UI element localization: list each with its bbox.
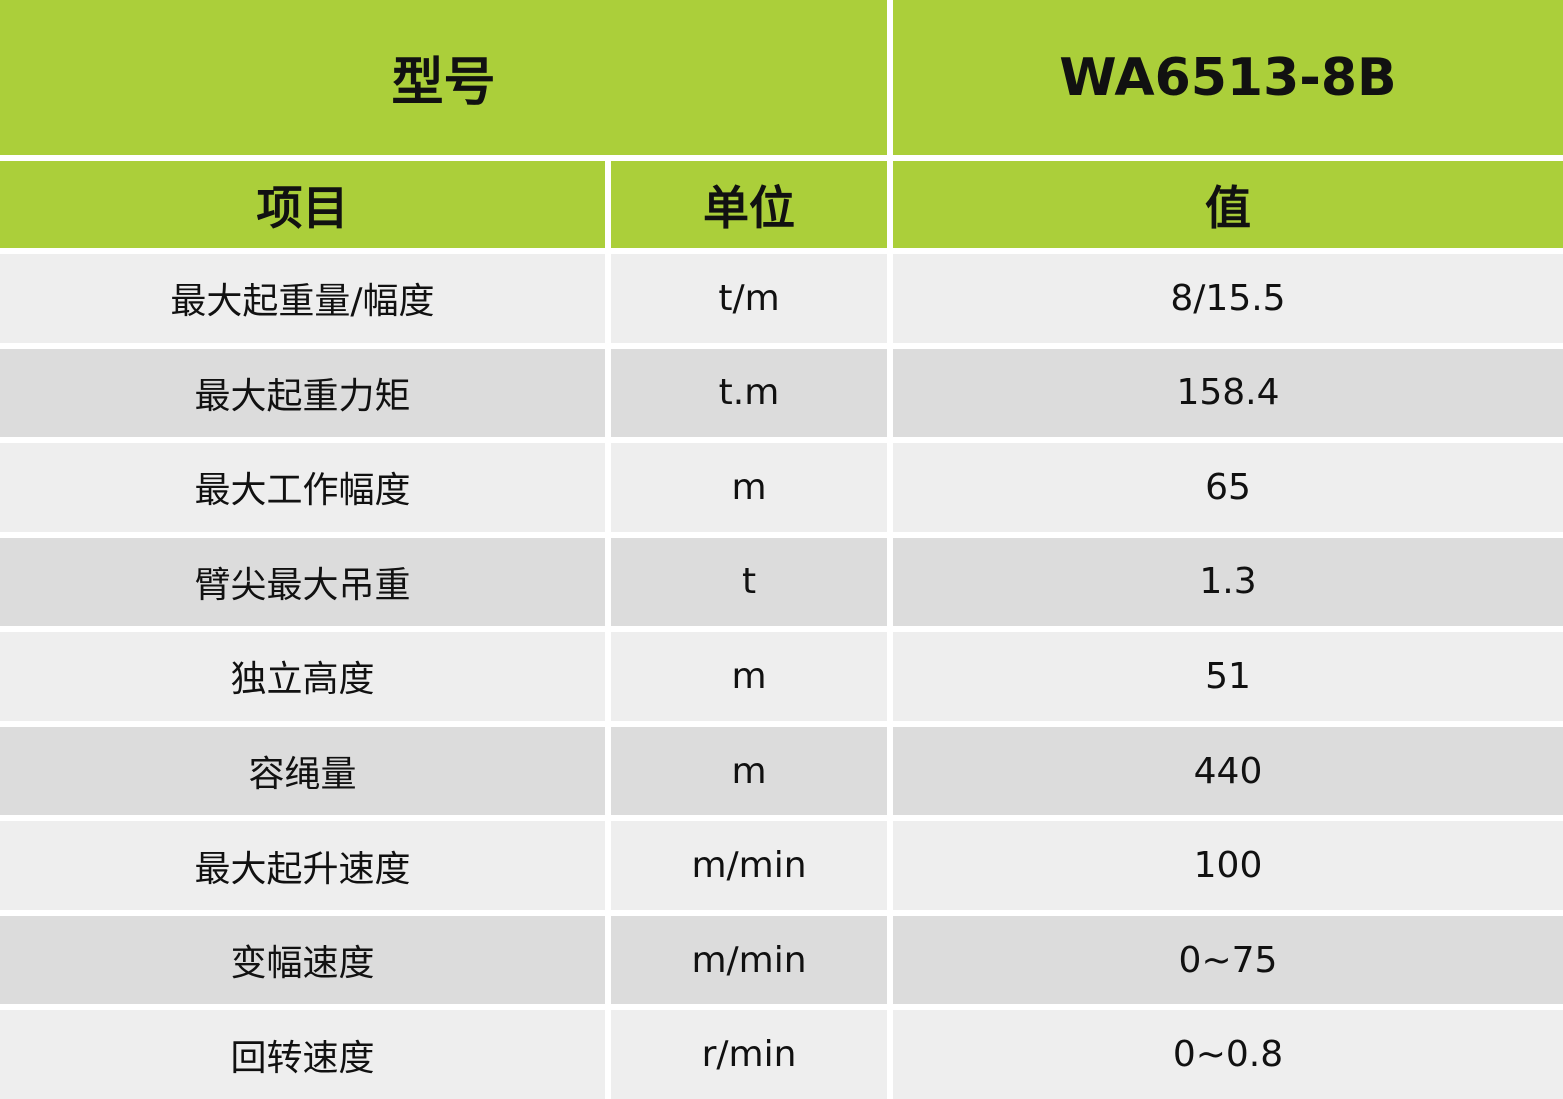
row-item-cell: 最大起重力矩	[0, 348, 605, 438]
row-item-cell: 最大起升速度	[0, 821, 605, 910]
row-value-cell: 100	[893, 821, 1563, 910]
row-item-cell: 最大工作幅度	[0, 443, 605, 532]
row-unit-cell: r/min	[611, 1010, 887, 1099]
row-value-cell: 8/15.5	[893, 254, 1563, 343]
row-item-cell: 回转速度	[0, 1010, 605, 1099]
row-item-cell: 臂尖最大吊重	[0, 537, 605, 627]
row-value-cell: 65	[893, 443, 1563, 532]
row-value-cell: 0~0.8	[893, 1010, 1563, 1099]
row-value-cell: 1.3	[893, 537, 1563, 627]
row-value-cell: 158.4	[893, 348, 1563, 438]
model-label: 型号	[0, 0, 887, 155]
row-unit-cell: m/min	[611, 915, 887, 1005]
row-unit-cell: m	[611, 632, 887, 721]
row-value-cell: 0~75	[893, 915, 1563, 1005]
row-unit-cell: m/min	[611, 821, 887, 910]
row-unit-cell: t/m	[611, 254, 887, 343]
column-header-item: 项目	[0, 161, 605, 248]
row-item-cell: 最大起重量/幅度	[0, 254, 605, 343]
row-unit-cell: t	[611, 537, 887, 627]
row-item-cell: 容绳量	[0, 726, 605, 816]
column-header-value: 值	[893, 161, 1563, 248]
row-value-cell: 51	[893, 632, 1563, 721]
row-unit-cell: t.m	[611, 348, 887, 438]
row-item-cell: 独立高度	[0, 632, 605, 721]
row-unit-cell: m	[611, 726, 887, 816]
row-value-cell: 440	[893, 726, 1563, 816]
row-unit-cell: m	[611, 443, 887, 532]
column-header-unit: 单位	[611, 161, 887, 248]
row-item-cell: 变幅速度	[0, 915, 605, 1005]
model-value: WA6513-8B	[893, 0, 1563, 155]
